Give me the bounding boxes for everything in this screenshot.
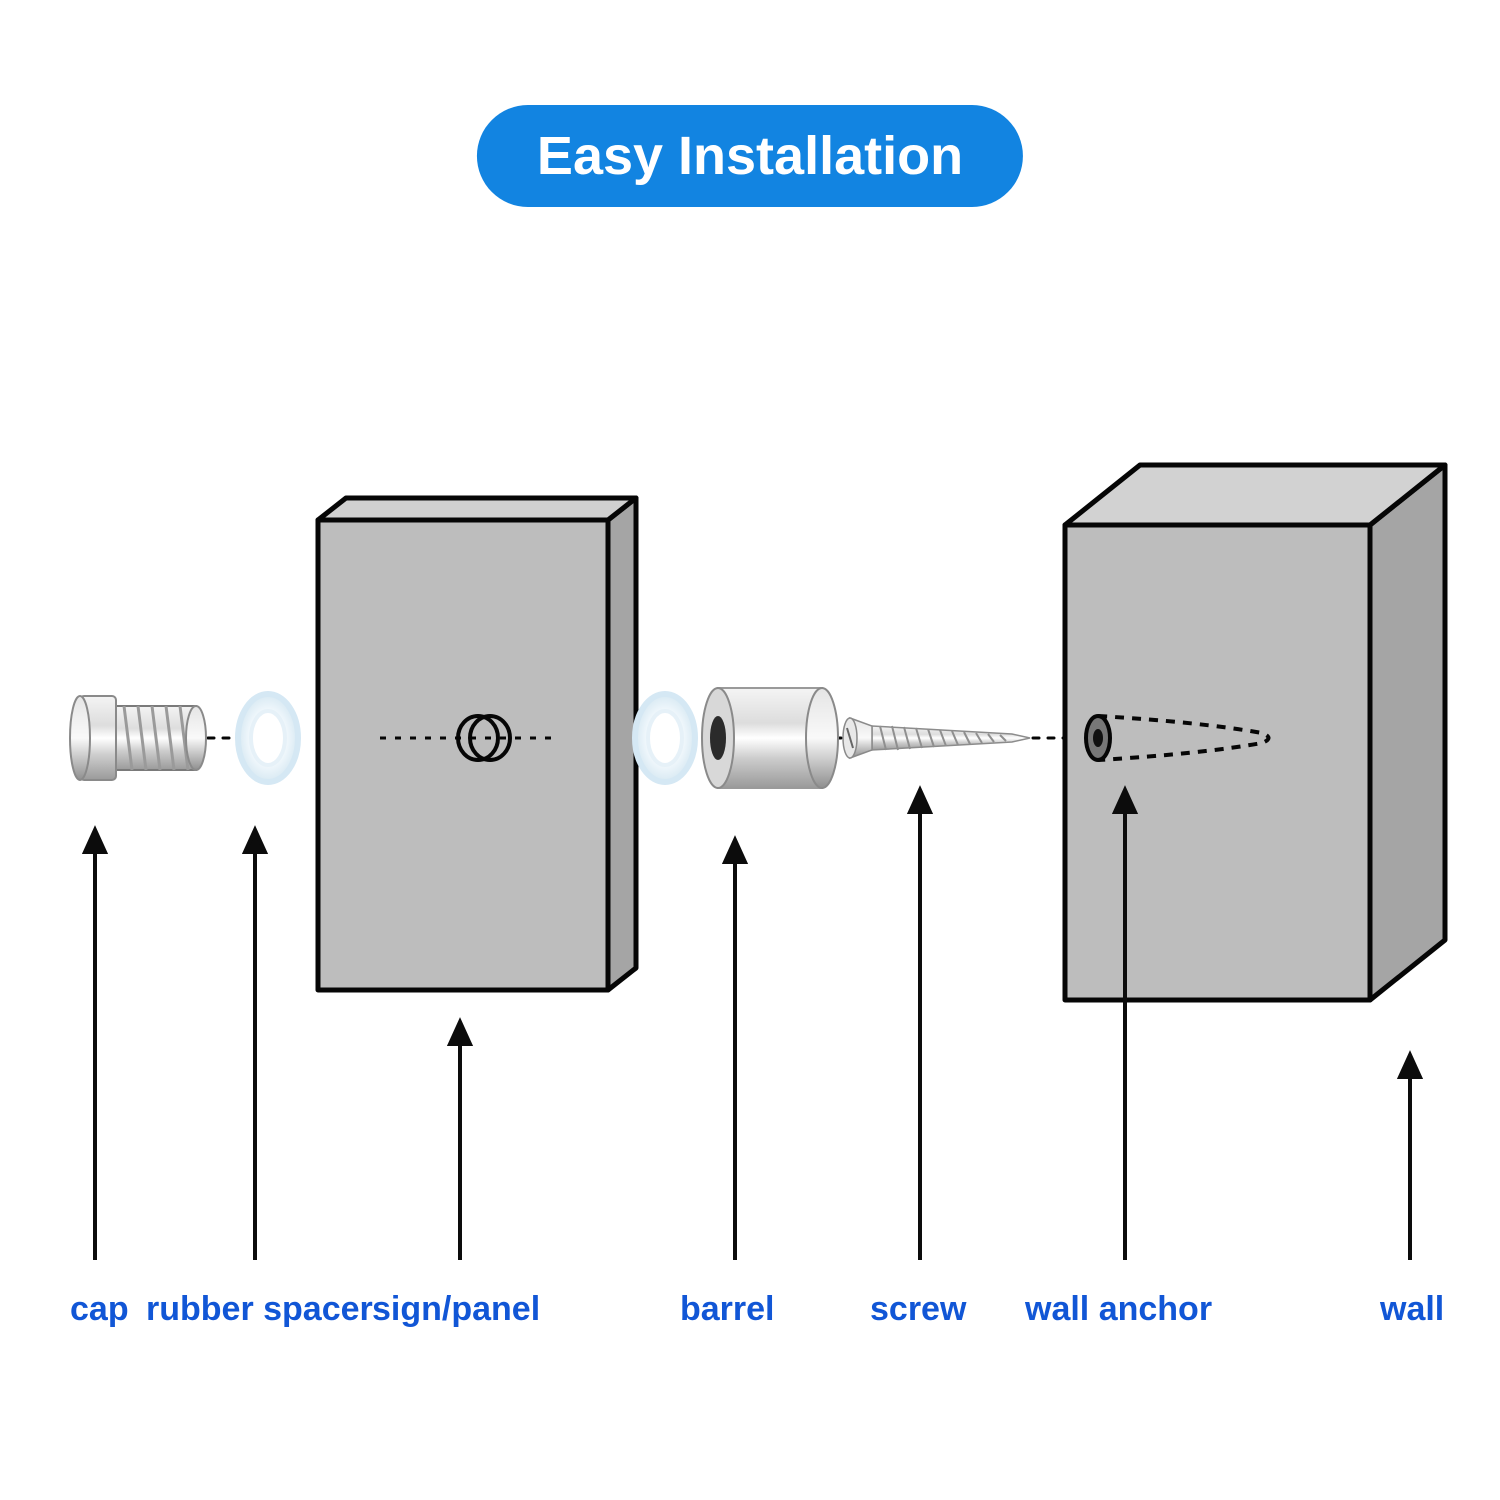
label-cap: cap (70, 1290, 129, 1329)
label-wall-anchor: wall anchor (1025, 1290, 1212, 1329)
sign-panel-final (318, 498, 636, 990)
rubber-spacer-right (635, 694, 695, 782)
label-screw: screw (870, 1290, 966, 1329)
label-barrel: barrel (680, 1290, 775, 1329)
label-sign-panel: sign/panel (372, 1290, 540, 1329)
label-wall: wall (1380, 1290, 1444, 1329)
label-rubber-spacer: rubber spacer (146, 1290, 373, 1329)
barrel-part (702, 688, 838, 788)
screw-part (843, 718, 1030, 758)
rubber-spacer-left (238, 694, 298, 782)
installation-diagram (0, 0, 1500, 1500)
cap-part (70, 696, 206, 780)
